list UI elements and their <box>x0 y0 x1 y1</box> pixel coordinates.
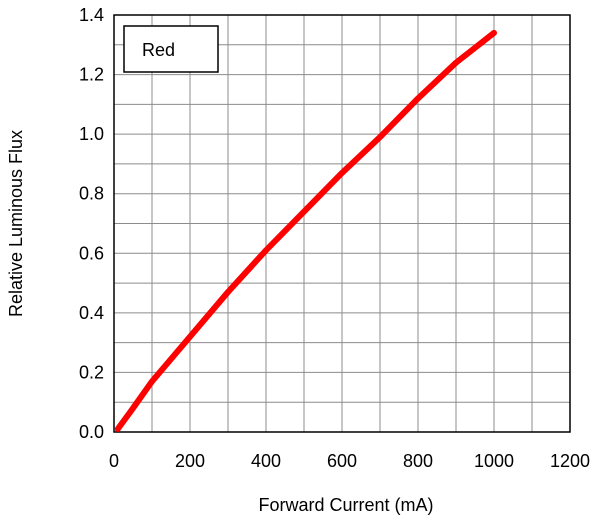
x-tick-label: 200 <box>175 451 205 471</box>
y-tick-label: 0.6 <box>79 243 104 263</box>
y-tick-label: 1.4 <box>79 5 104 25</box>
y-tick-labels: 0.0 0.2 0.4 0.6 0.8 1.0 1.2 1.4 <box>79 5 104 442</box>
x-tick-label: 0 <box>109 451 119 471</box>
y-tick-label: 0.2 <box>79 362 104 382</box>
legend-box <box>123 25 219 73</box>
x-tick-label: 400 <box>251 451 281 471</box>
y-tick-label: 1.0 <box>79 124 104 144</box>
grid-lines <box>114 15 570 432</box>
series-layer <box>114 29 497 432</box>
y-tick-label: 0.4 <box>79 303 104 323</box>
series-line-red <box>114 29 497 432</box>
y-tick-label: 1.2 <box>79 65 104 85</box>
plot-area-frame <box>113 14 571 433</box>
x-tick-label: 800 <box>403 451 433 471</box>
legend: Red <box>123 25 219 73</box>
x-tick-label: 1000 <box>474 451 514 471</box>
y-tick-label: 0.0 <box>79 422 104 442</box>
x-tick-labels: 0 200 400 600 800 1000 1200 <box>109 451 590 471</box>
x-tick-label: 600 <box>327 451 357 471</box>
legend-label-red: Red <box>142 40 175 60</box>
y-tick-label: 0.8 <box>79 184 104 204</box>
x-tick-label: 1200 <box>550 451 590 471</box>
x-axis-title: Forward Current (mA) <box>258 495 433 515</box>
y-axis-title: Relative Luminous Flux <box>6 130 26 317</box>
